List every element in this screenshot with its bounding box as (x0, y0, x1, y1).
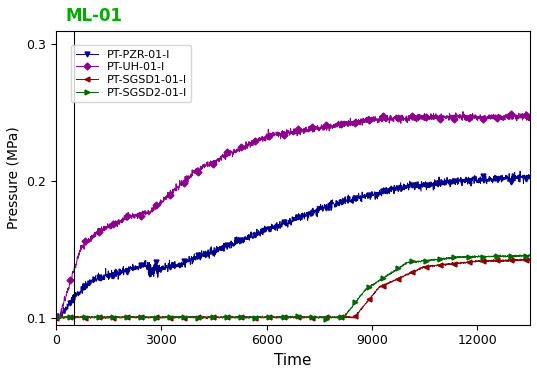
PT-PZR-01-I (513, 175, 520, 180)
PT-SGSD1-01-I (284, 316, 290, 320)
PT-UH-01-I (426, 115, 433, 119)
PT-SGSD2-01-I (526, 253, 532, 257)
PT-SGSD2-01-I (513, 254, 520, 259)
PT-PZR-01-I (77, 290, 84, 295)
PT-SGSD1-01-I (523, 257, 529, 261)
PT-SGSD1-01-I (271, 314, 278, 319)
PT-SGSD2-01-I (513, 254, 519, 258)
PT-SGSD2-01-I (271, 315, 277, 320)
Line: PT-SGSD1-01-I: PT-SGSD1-01-I (54, 256, 533, 321)
PT-UH-01-I (527, 114, 533, 118)
PT-SGSD2-01-I (426, 258, 433, 263)
Y-axis label: Pressure (MPa): Pressure (MPa) (7, 126, 21, 229)
PT-UH-01-I (460, 110, 466, 114)
PT-PZR-01-I (284, 222, 290, 226)
PT-SGSD1-01-I (237, 316, 244, 321)
PT-SGSD1-01-I (513, 258, 520, 262)
PT-SGSD2-01-I (284, 314, 290, 319)
PT-SGSD2-01-I (53, 315, 59, 320)
PT-SGSD1-01-I (513, 258, 519, 262)
PT-SGSD1-01-I (527, 258, 533, 262)
PT-SGSD2-01-I (77, 315, 83, 320)
PT-UH-01-I (53, 315, 59, 319)
Line: PT-PZR-01-I: PT-PZR-01-I (54, 169, 533, 321)
PT-PZR-01-I (527, 176, 533, 181)
Text: ML-01: ML-01 (66, 7, 122, 25)
PT-SGSD1-01-I (53, 315, 59, 320)
PT-SGSD1-01-I (77, 315, 83, 319)
PT-SGSD2-01-I (527, 253, 533, 257)
PT-UH-01-I (284, 128, 290, 132)
PT-SGSD1-01-I (426, 265, 433, 269)
Line: PT-UH-01-I: PT-UH-01-I (54, 109, 533, 321)
PT-PZR-01-I (53, 314, 59, 318)
Line: PT-SGSD2-01-I: PT-SGSD2-01-I (54, 252, 533, 321)
PT-UH-01-I (513, 118, 520, 123)
PT-PZR-01-I (517, 169, 524, 173)
PT-PZR-01-I (57, 316, 63, 321)
PT-UH-01-I (57, 316, 63, 320)
Legend: PT-PZR-01-I, PT-UH-01-I, PT-SGSD1-01-I, PT-SGSD2-01-I: PT-PZR-01-I, PT-UH-01-I, PT-SGSD1-01-I, … (71, 45, 191, 102)
PT-UH-01-I (271, 134, 278, 138)
PT-SGSD2-01-I (323, 316, 330, 321)
PT-UH-01-I (513, 116, 520, 120)
PT-PZR-01-I (271, 223, 278, 228)
PT-UH-01-I (77, 244, 84, 249)
PT-PZR-01-I (426, 182, 433, 187)
PT-PZR-01-I (513, 176, 519, 181)
X-axis label: Time: Time (274, 353, 312, 368)
